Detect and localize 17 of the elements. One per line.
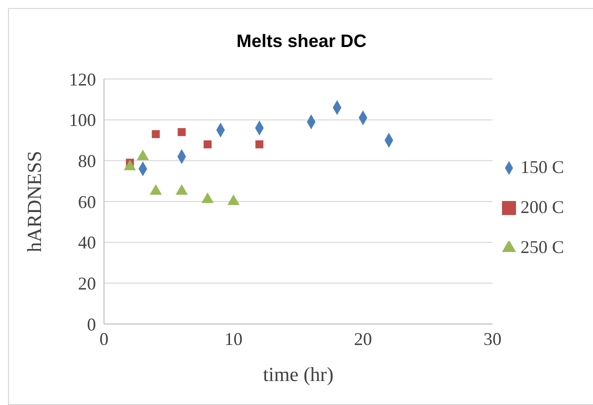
legend-label: 250 C [520, 236, 564, 256]
y-tick-label: 0 [87, 314, 96, 334]
y-tick-label: 100 [69, 110, 96, 130]
x-tick-label: 0 [100, 328, 108, 349]
y-axis-title: hARDNESS [24, 150, 46, 252]
chart-title: Melts shear DC [235, 31, 368, 52]
x-tick-label: 30 [483, 328, 502, 349]
y-tick-label: 80 [78, 151, 96, 172]
legend-label: 200 C [520, 196, 564, 216]
legend-label: 150 C [520, 156, 564, 176]
y-tick-label: 120 [69, 69, 96, 90]
y-tick-label: 40 [78, 232, 96, 253]
x-axis-title: time (hr) [262, 364, 334, 386]
x-tick-label: 10 [224, 328, 242, 349]
y-tick-label: 20 [78, 274, 96, 294]
y-tick-label: 60 [78, 192, 96, 212]
x-tick-label: 20 [354, 328, 372, 349]
